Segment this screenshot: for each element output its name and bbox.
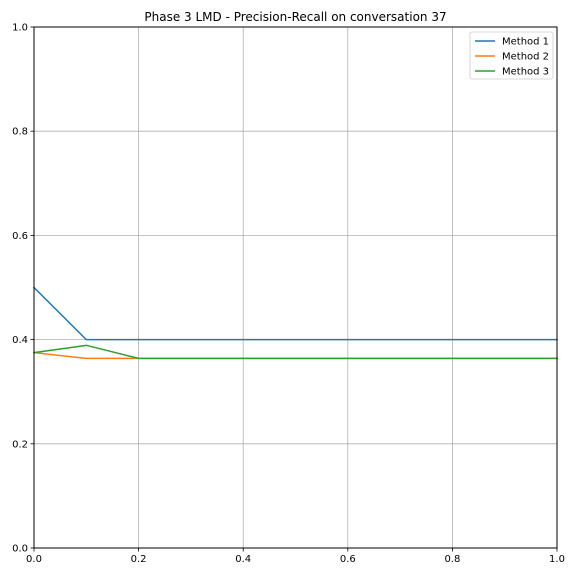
legend-box [469, 31, 554, 80]
legend-label: Method 1 [502, 37, 549, 48]
y-tick-label: 0.4 [12, 335, 28, 346]
y-tick-label: 0.6 [12, 231, 28, 242]
x-tick-label: 1.0 [549, 554, 565, 565]
x-tick-label: 0.6 [340, 554, 356, 565]
series-line-method-1 [32, 286, 558, 341]
x-tick-label: 0.0 [26, 554, 42, 565]
x-tick-label: 0.2 [131, 554, 147, 565]
y-tick-label: 0.8 [12, 127, 28, 138]
x-tick-label: 0.4 [235, 554, 251, 565]
y-tick-label: 0.2 [12, 439, 28, 450]
series-lines [32, 286, 558, 360]
x-tick-label: 0.8 [444, 554, 460, 565]
axis-ticks: 0.0 0.2 0.4 0.6 0.8 1.0 0.0 0.2 0.4 0.6 0.8 1.0 [12, 23, 565, 566]
y-tick-label: 1.0 [12, 23, 28, 34]
plot-frame [33, 26, 558, 549]
legend-label: Method 2 [502, 52, 549, 63]
legend: Method 1 Method 2 Method 3 [469, 31, 554, 80]
legend-label: Method 3 [502, 67, 549, 78]
y-tick-label: 0.0 [12, 544, 28, 555]
chart-title: Phase 3 LMD - Precision-Recall on conver… [144, 10, 446, 24]
series-line-method-3 [33, 344, 558, 360]
